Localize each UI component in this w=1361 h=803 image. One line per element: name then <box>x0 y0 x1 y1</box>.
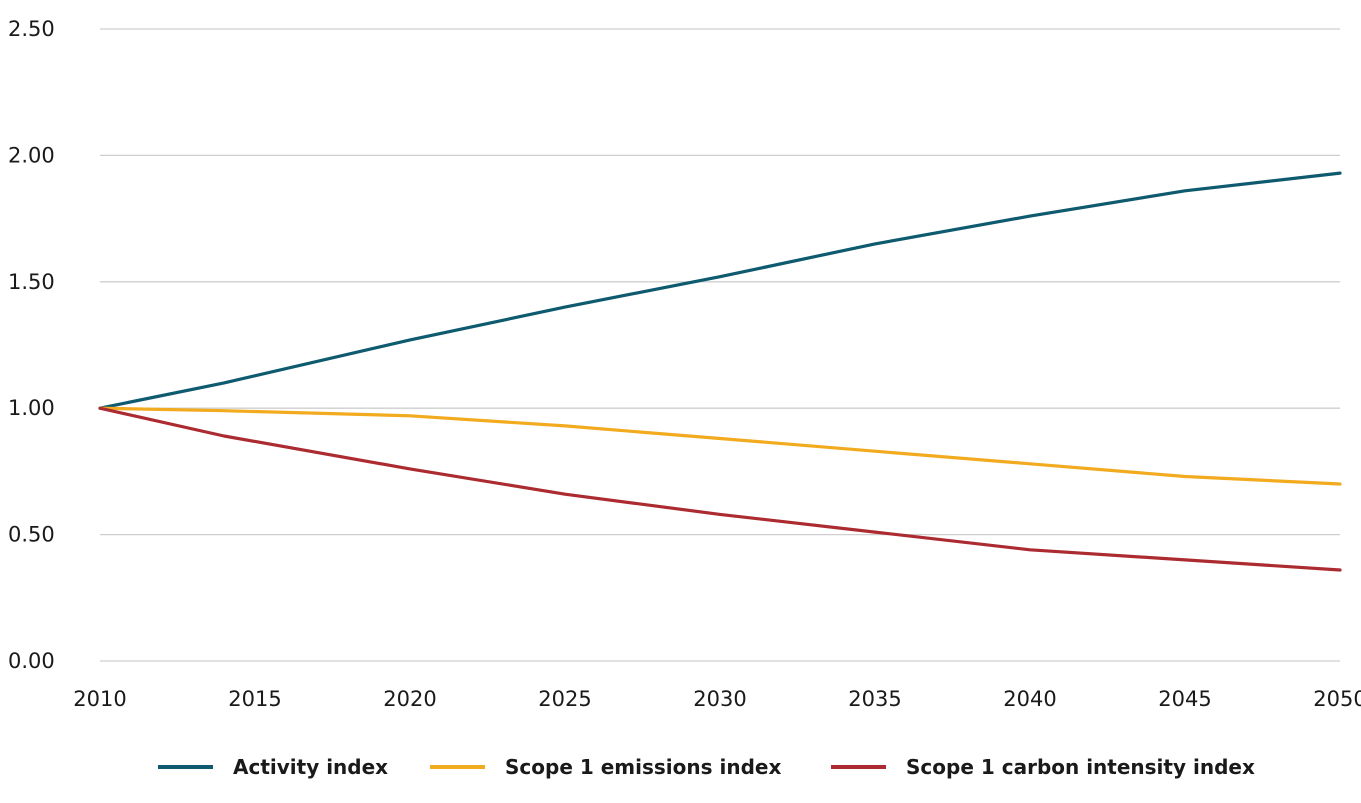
data-point <box>408 414 412 417</box>
x-tick-label: 2040 <box>1003 687 1056 711</box>
data-point <box>718 275 722 278</box>
x-tick-label: 2010 <box>73 687 126 711</box>
legend-item: Scope 1 carbon intensity index <box>831 755 1255 779</box>
data-point <box>563 305 567 309</box>
x-axis-ticks: 2010 2015 2020 2025 2030 2035 2040 2045 2050 <box>73 687 1361 711</box>
y-tick-label: 0.00 <box>8 649 55 673</box>
x-tick-label: 2025 <box>538 687 591 711</box>
series-line-3 <box>98 406 1342 572</box>
data-point <box>408 467 412 471</box>
data-point <box>718 437 722 440</box>
data-point <box>222 434 226 438</box>
data-point <box>1338 171 1342 175</box>
data-point <box>1183 558 1187 562</box>
y-tick-label: 2.00 <box>8 143 55 167</box>
x-tick-label: 2020 <box>383 687 436 711</box>
gridlines <box>100 28 1340 662</box>
data-point <box>222 381 226 385</box>
data-point <box>408 338 412 342</box>
x-tick-label: 2035 <box>848 687 901 711</box>
legend: Activity index Scope 1 emissions index Sco… <box>158 755 1255 779</box>
series-line-1 <box>98 171 1342 410</box>
legend-label: Activity index <box>233 755 388 779</box>
data-point <box>1183 189 1187 192</box>
x-tick-label: 2045 <box>1158 687 1211 711</box>
series-lines <box>98 171 1342 572</box>
x-tick-label: 2015 <box>228 687 281 711</box>
data-point <box>1183 475 1187 478</box>
x-tick-label: 2050 <box>1313 687 1361 711</box>
data-point <box>1028 548 1032 551</box>
legend-label: Scope 1 emissions index <box>505 755 781 779</box>
y-tick-label: 2.50 <box>8 17 55 41</box>
x-tick-label: 2030 <box>693 687 746 711</box>
y-tick-label: 1.50 <box>8 270 55 294</box>
y-tick-label: 0.50 <box>8 523 55 547</box>
data-point <box>873 530 877 534</box>
legend-label: Scope 1 carbon intensity index <box>906 755 1255 779</box>
data-point <box>873 449 877 453</box>
legend-item: Scope 1 emissions index <box>430 755 781 779</box>
data-point <box>98 407 102 410</box>
data-point <box>563 424 567 428</box>
data-point <box>873 242 877 246</box>
data-point <box>222 409 226 412</box>
data-point <box>718 513 722 516</box>
data-point <box>563 492 567 496</box>
data-point <box>1028 462 1032 466</box>
data-point <box>1028 214 1032 218</box>
y-tick-label: 1.00 <box>8 396 55 420</box>
legend-item: Activity index <box>158 755 388 779</box>
data-point <box>1338 568 1342 572</box>
data-point <box>1338 482 1342 486</box>
y-axis-ticks: 0.00 0.50 1.00 1.50 2.00 2.50 <box>8 17 55 673</box>
